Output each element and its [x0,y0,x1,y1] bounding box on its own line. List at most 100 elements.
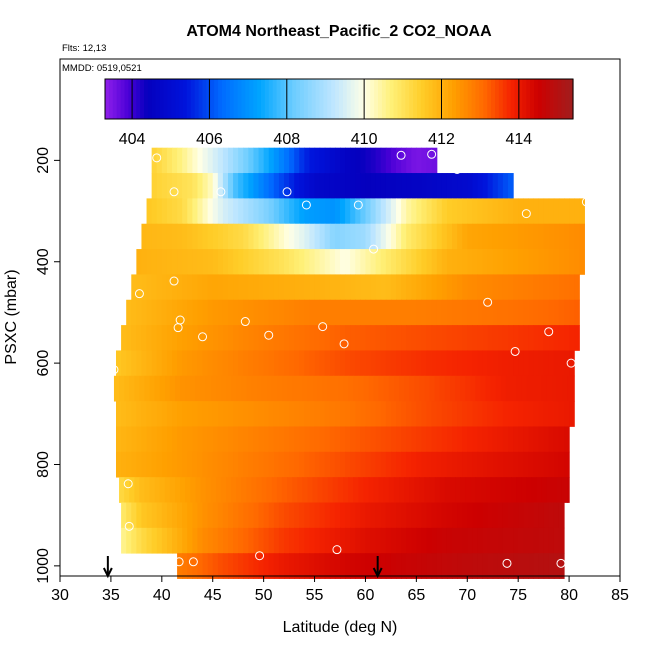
heatmap-cell [546,477,553,503]
heatmap-cell [416,223,423,250]
heatmap-cell [238,401,244,427]
heatmap-cell [553,401,560,427]
heatmap-cell [177,173,183,199]
heatmap-cell [436,173,443,199]
heatmap-cell [482,299,489,326]
heatmap-cell [233,426,239,453]
heatmap-cell [273,325,280,351]
heatmap-cell [192,198,199,225]
heatmap-cell [543,451,550,478]
colorbar-segment [249,79,254,119]
heatmap-cell [319,198,326,225]
heatmap-cell [470,375,477,402]
heatmap-cell [396,173,402,199]
heatmap-cell [172,249,178,275]
observation-point [174,557,184,567]
heatmap-cell [329,350,336,377]
heatmap-cell [390,299,397,326]
heatmap-cell [502,426,509,453]
heatmap-cell [365,401,372,427]
heatmap-cell [475,375,482,402]
heatmap-cell [302,375,309,402]
heatmap-cell [492,274,499,301]
heatmap-cell [543,223,550,250]
heatmap-cell [121,502,127,529]
heatmap-cell [284,147,290,174]
heatmap-cell [294,147,300,174]
heatmap-cell [258,299,265,326]
heatmap-cell [462,451,468,478]
heatmap-cell [375,325,382,351]
heatmap-cell [477,173,484,199]
heatmap-cell [502,527,509,554]
heatmap-cell [396,274,402,301]
heatmap-cell [406,173,412,199]
heatmap-cell [424,477,431,503]
heatmap-cell [299,198,305,225]
heatmap-cell [401,147,407,174]
observation-point [452,165,462,174]
heatmap-cell [185,477,191,503]
heatmap-cell [350,325,356,351]
heatmap-cell [360,527,367,554]
heatmap-cell [370,274,377,301]
heatmap-cell [136,502,143,529]
heatmap-cell [472,173,479,199]
heatmap-cell [182,451,188,478]
heatmap-cell [258,426,265,453]
heatmap-cell [139,375,146,402]
heatmap-cell [294,426,300,453]
heatmap-cell [441,527,448,554]
heatmap-cell [278,299,285,326]
heatmap-cell [136,274,143,301]
heatmap-cell [431,223,438,250]
heatmap-cell [161,350,168,377]
heatmap-cell [446,527,453,554]
heatmap-cell [166,502,173,529]
heatmap-cell [419,375,426,402]
heatmap-cell [175,375,181,402]
heatmap-cell [513,249,519,275]
heatmap-cell [482,451,489,478]
colorbar-segment [401,79,406,119]
heatmap-cell [233,249,239,275]
heatmap-cell [217,173,224,199]
heatmap-cell [222,401,229,427]
heatmap-cell [436,350,443,377]
observation-point [396,150,406,160]
heatmap-cell [472,299,479,326]
heatmap-cell [215,477,222,503]
heatmap-cell [281,477,288,503]
heatmap-cell [495,375,502,402]
heatmap-cell [574,325,580,351]
heatmap-cell [375,147,382,174]
heatmap-cell [406,198,412,225]
heatmap-cell [385,299,392,326]
heatmap-cell [166,451,173,478]
observation-point [216,187,226,197]
heatmap-cell [401,426,407,453]
heatmap-cell [482,553,489,579]
heatmap-cell [345,274,351,301]
heatmap-cell [482,350,489,377]
heatmap-cell [197,527,204,554]
heatmap-cell [365,274,372,301]
heatmap-cell [340,527,346,554]
heatmap-cell [131,350,137,377]
heatmap-cell [564,198,570,225]
observation-point [124,521,134,531]
heatmap-cell [345,502,351,529]
heatmap-cell [511,477,517,503]
colorbar-segment [214,79,219,119]
heatmap-cell [258,223,265,250]
heatmap-cell [187,173,193,199]
heatmap-cell [543,502,550,529]
heatmap-cell [543,553,550,579]
heatmap-cell [263,223,270,250]
heatmap-cell [360,350,367,377]
heatmap-cell [462,527,468,554]
colorbar-tick-label: 408 [273,131,300,148]
heatmap-cell [508,426,514,453]
colorbar-segment [545,79,551,119]
colorbar-segment [342,79,348,119]
